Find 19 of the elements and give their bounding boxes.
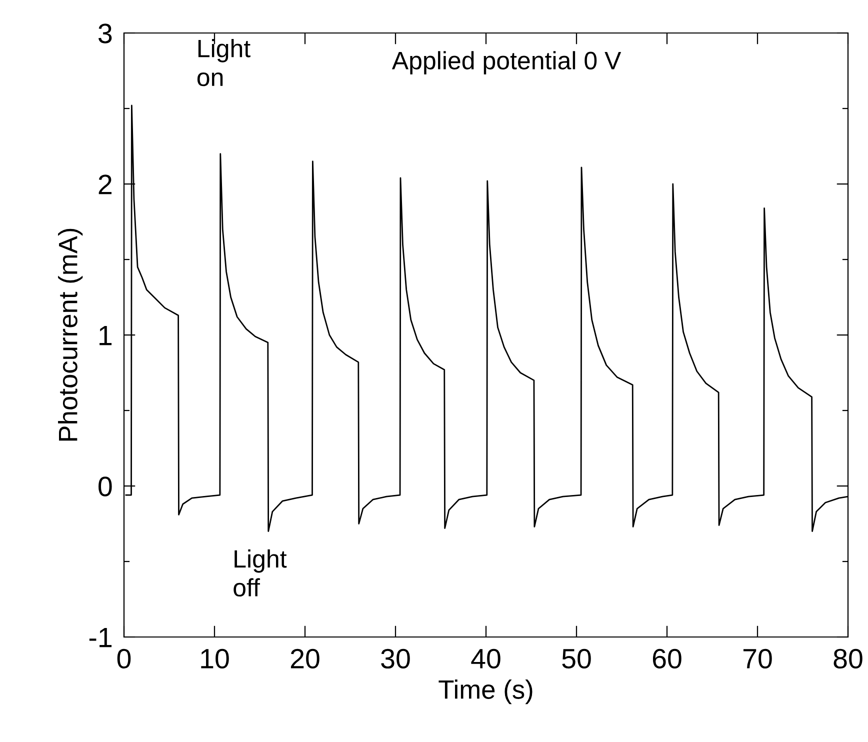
x-tick-label: 70	[743, 648, 772, 669]
x-tick-label: 10	[201, 648, 229, 669]
y-tick-label: 3	[98, 24, 112, 44]
annotation: Light off	[234, 549, 287, 597]
x-tick-label: 80	[834, 648, 862, 669]
x-tick-label: 0	[117, 648, 131, 669]
x-tick-label: 30	[381, 648, 410, 669]
annotation: Applied potential 0 V	[392, 51, 622, 74]
x-tick-label: 60	[652, 648, 682, 669]
annotation: Light on	[197, 39, 250, 86]
y-tick-label: -1	[89, 628, 112, 648]
x-tick-label: 40	[471, 648, 500, 669]
x-tick-label: 20	[290, 648, 320, 669]
x-tick-label: 50	[562, 648, 591, 669]
y-tick-label: 0	[98, 476, 112, 496]
y-tick-label: 2	[98, 174, 112, 194]
y-tick-label: 1	[100, 326, 112, 346]
y-axis-title: Photocurrent (mA)	[58, 228, 83, 441]
x-axis-title: Time (s)	[438, 680, 532, 704]
